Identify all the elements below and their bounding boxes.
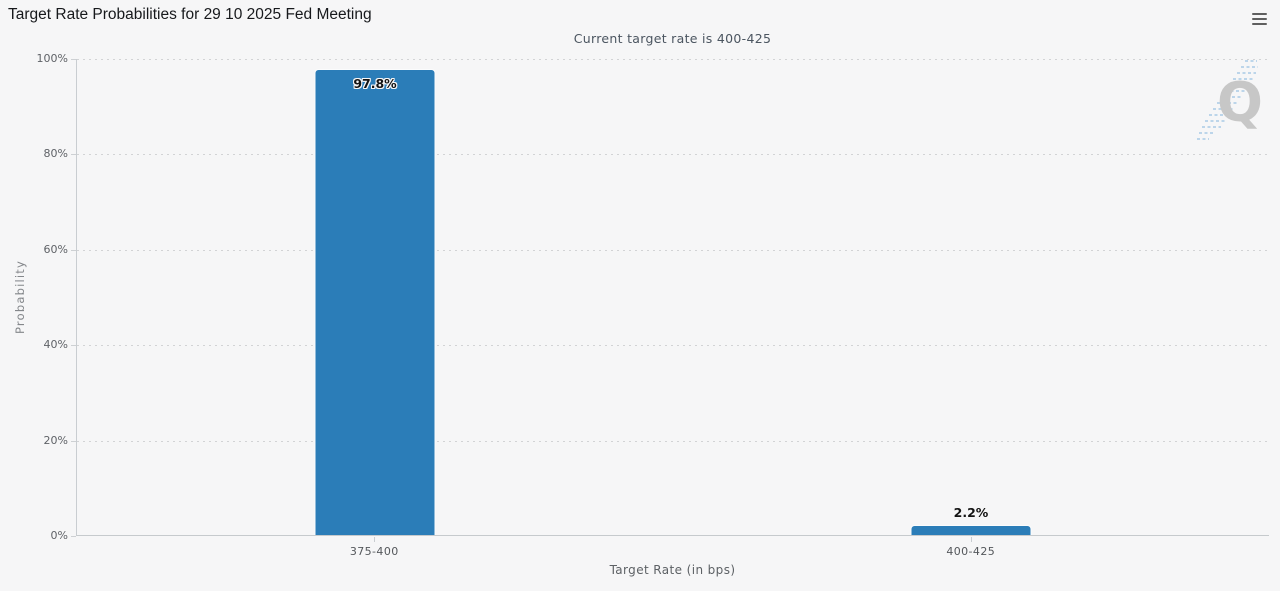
bar-column-400-425: 2.2% (673, 59, 1269, 535)
watermark-streak (1197, 60, 1258, 140)
x-axis-title: Target Rate (in bps) (609, 563, 736, 577)
gridline-20 (77, 440, 1269, 442)
y-tick-label-80: 80% (43, 147, 68, 161)
y-tickmark (71, 440, 76, 442)
y-axis-title: Probability (13, 260, 27, 334)
y-tick-label-100: 100% (36, 52, 68, 65)
bar-column-375-400: 97.8% (77, 59, 673, 535)
chart-title: Target Rate Probabilities for 29 10 2025… (8, 6, 372, 23)
y-tickmark (71, 536, 76, 537)
y-tickmark (71, 154, 76, 156)
plot-area: 97.8% 2.2% (76, 59, 1269, 536)
bar-value-label-400-425: 2.2% (953, 504, 989, 520)
y-tickmark (71, 249, 76, 251)
chart-context-menu-button[interactable] (1247, 6, 1272, 32)
watermark-q-letter: Q (1217, 71, 1263, 134)
x-axis-labels: 375-400 400-425 (76, 537, 1269, 558)
x-tick-label-375-400: 375-400 (76, 537, 673, 558)
y-tickmark (71, 345, 76, 347)
y-tickmark (71, 59, 76, 60)
hamburger-menu-icon (1252, 12, 1267, 25)
bar-375-400[interactable] (314, 69, 436, 535)
bar-value-label-375-400: 97.8% (353, 76, 397, 92)
gridline-100 (77, 59, 1269, 60)
y-tick-label-60: 60% (43, 242, 68, 256)
gridline-40 (77, 345, 1269, 347)
quikstrike-watermark: Q (1197, 60, 1263, 140)
x-tick-label-400-425: 400-425 (673, 537, 1270, 558)
y-tick-label-20: 20% (43, 433, 68, 447)
gridline-60 (77, 249, 1269, 251)
gridline-80 (77, 154, 1269, 156)
y-tick-label-40: 40% (43, 338, 68, 352)
bar-series: 97.8% 2.2% (77, 59, 1269, 535)
chart-subtitle: Current target rate is 400-425 (573, 31, 772, 46)
bar-400-425[interactable] (910, 524, 1032, 535)
y-tick-label-0: 0% (50, 529, 68, 542)
